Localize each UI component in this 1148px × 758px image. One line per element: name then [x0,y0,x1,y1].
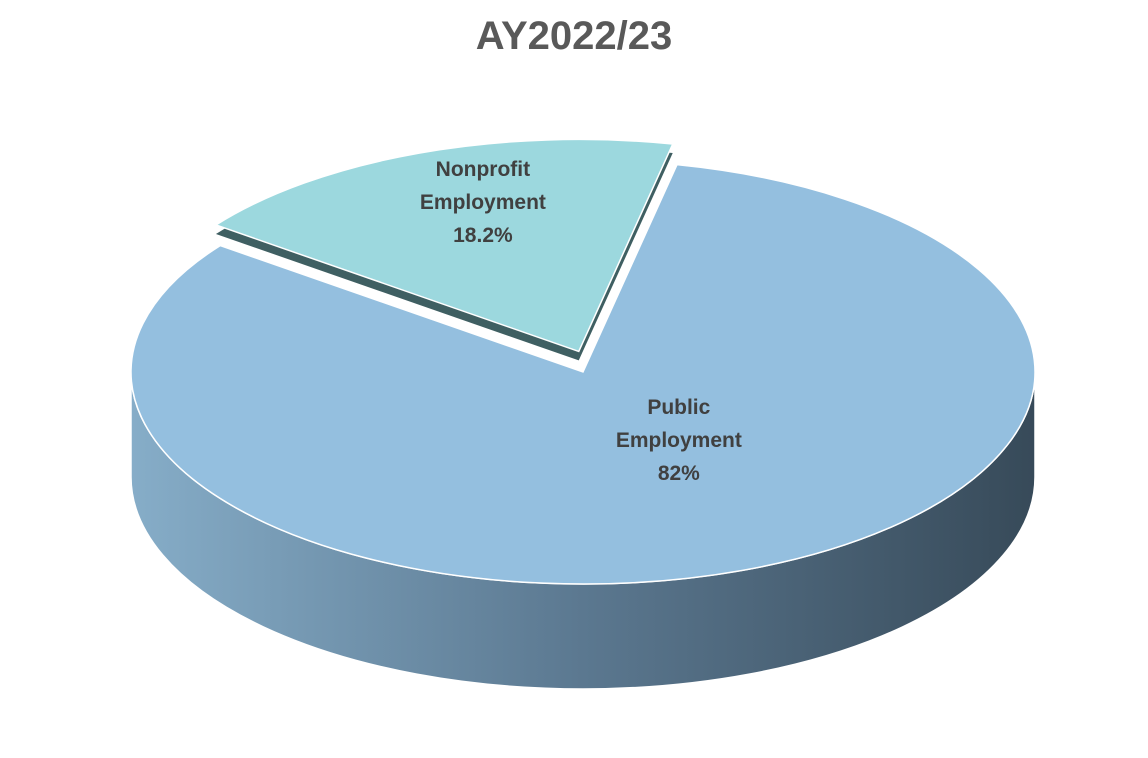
chart-title: AY2022/23 [475,14,673,58]
value-label: 82% [657,462,700,486]
slice-label: Nonprofit Employment 18.2% [393,153,573,252]
category-label: Public Employment [615,396,742,453]
pie-slice [130,163,1036,585]
slice-label: Public Employment 82% [589,391,769,490]
pie-slice [214,138,674,353]
category-label: Nonprofit Employment [419,157,546,214]
value-label: 18.2% [453,223,513,247]
